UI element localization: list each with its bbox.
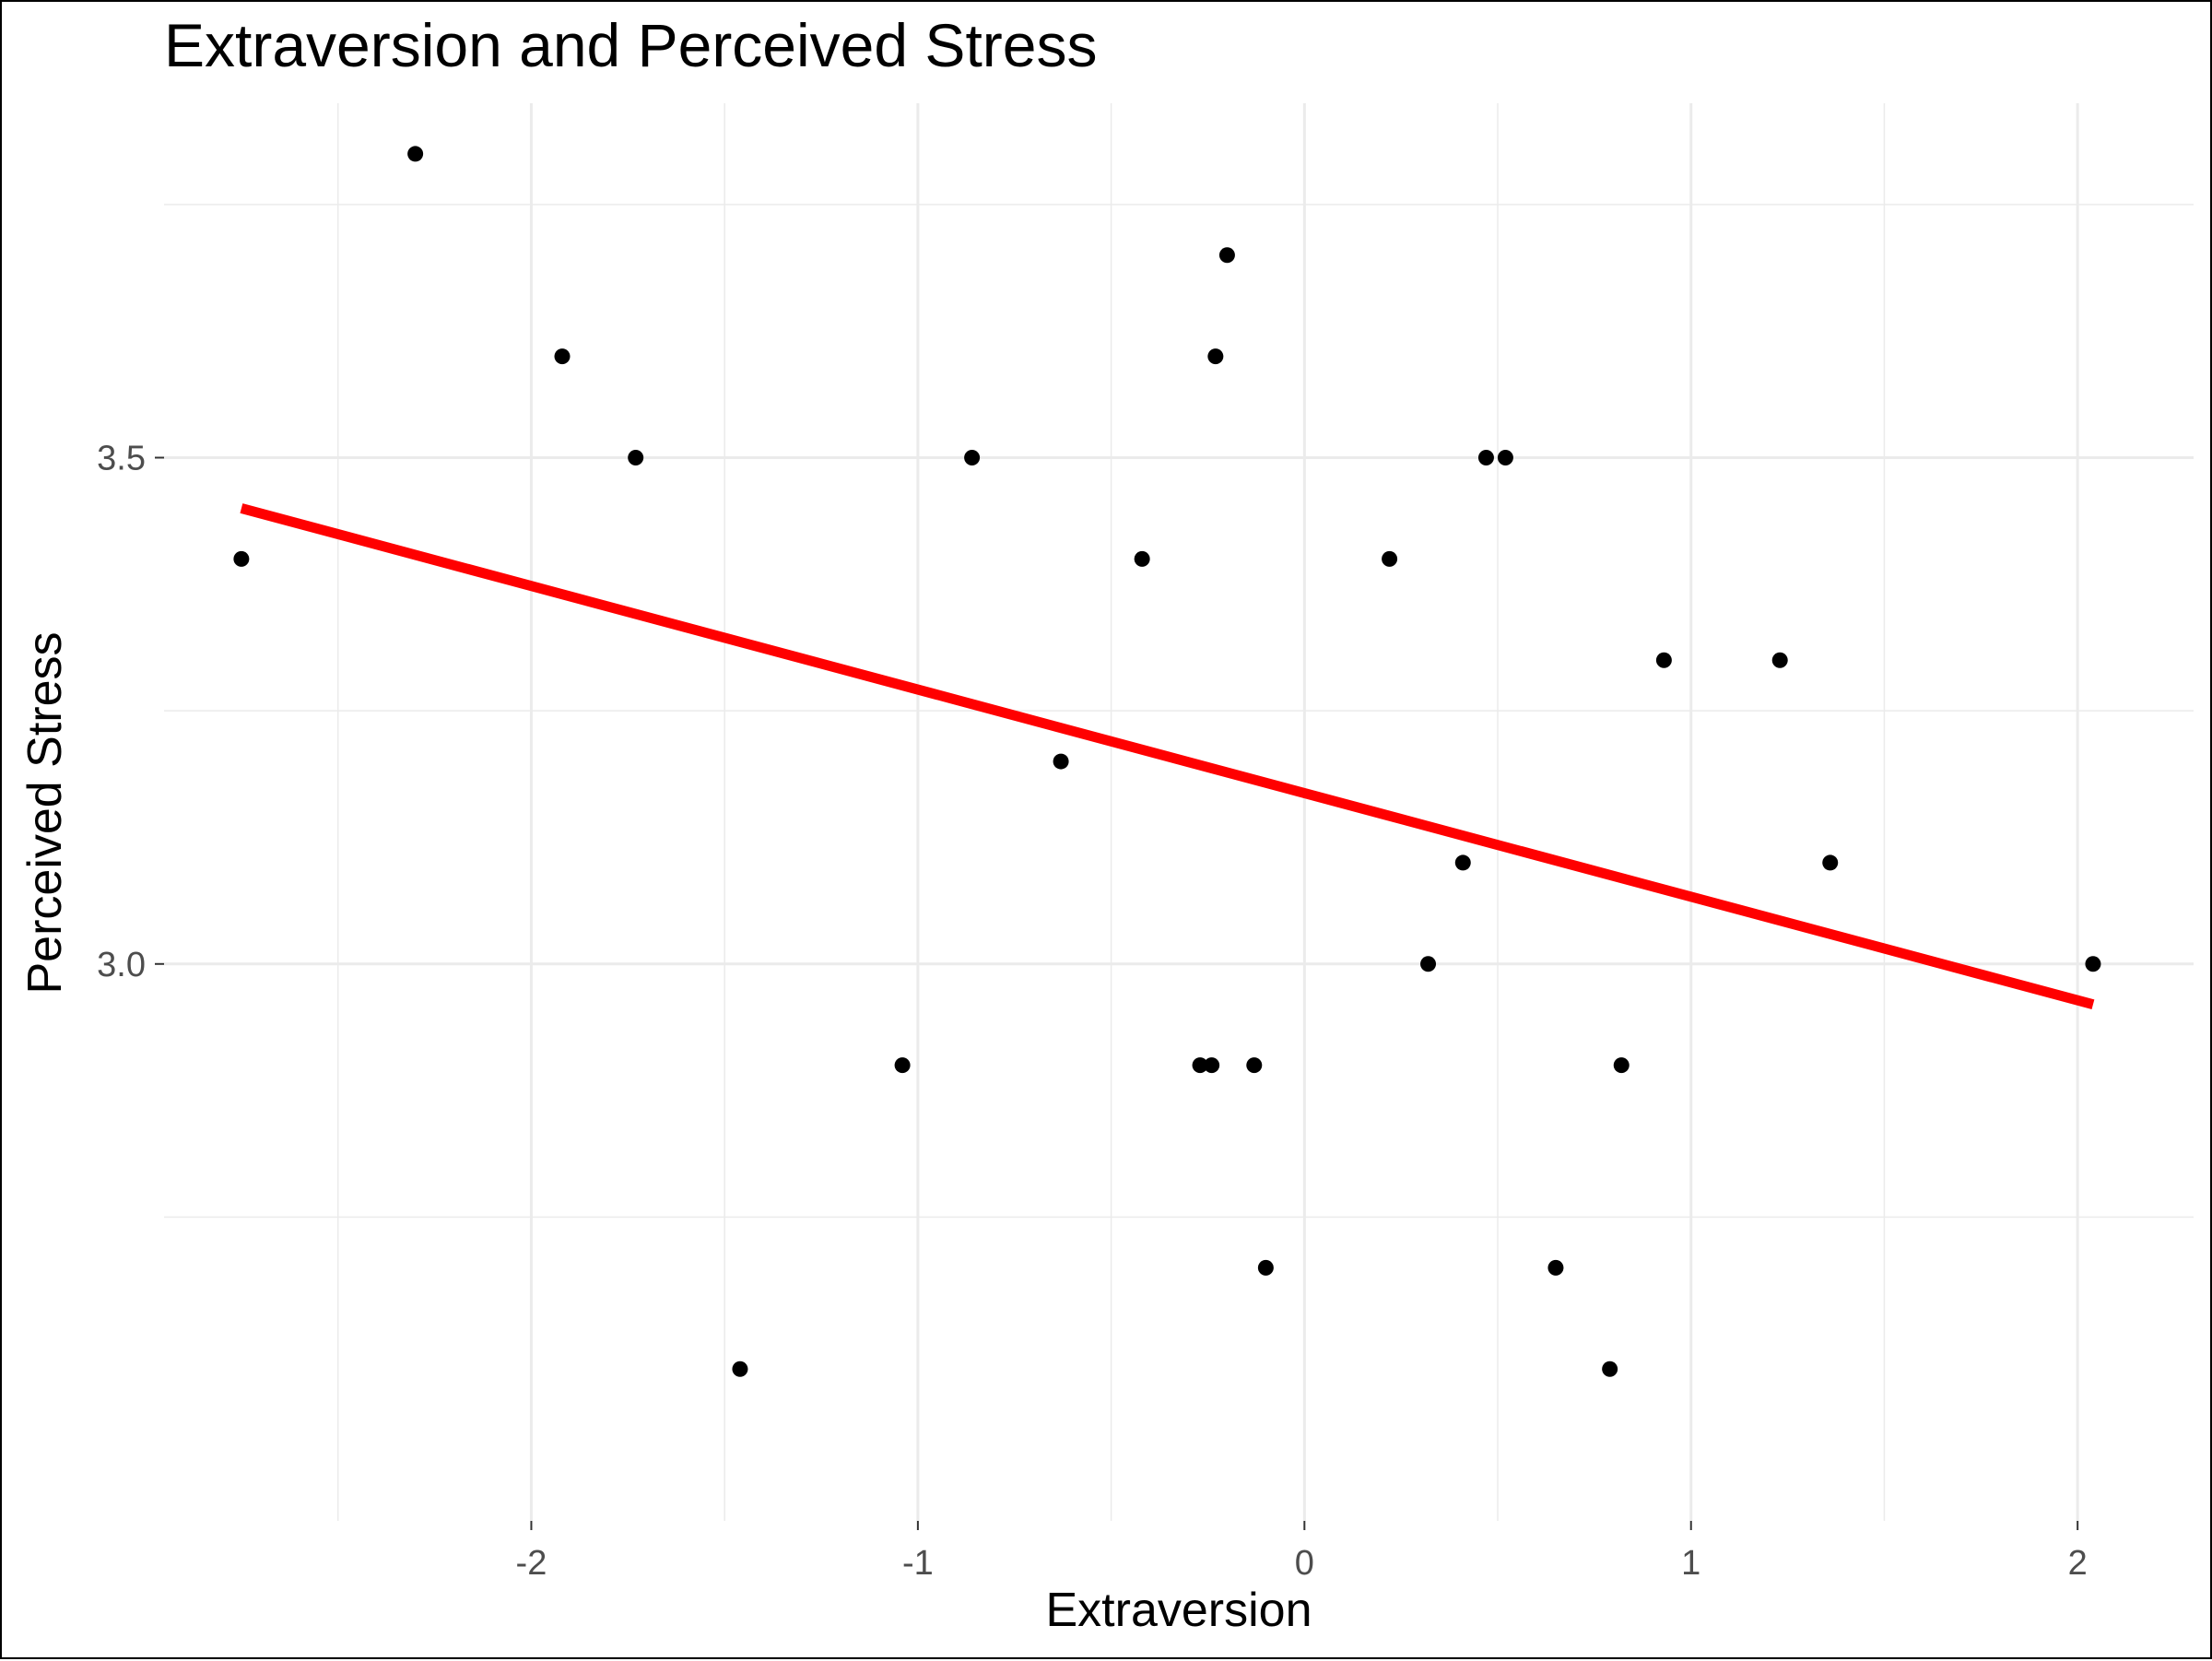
data-point: [732, 1361, 748, 1377]
data-point: [1454, 854, 1471, 871]
axis-ticks: -2 -1 0 1 2 3.0 3.5: [97, 440, 2088, 1584]
data-point: [1420, 956, 1437, 972]
y-axis-title: Perceived Stress: [18, 631, 72, 994]
data-point: [1257, 1259, 1274, 1276]
x-tick-label: 0: [1295, 1544, 1314, 1583]
data-point: [1246, 1057, 1263, 1074]
data-point: [407, 146, 424, 162]
y-tick-label: 3.5: [97, 440, 146, 478]
x-tick-label: -2: [516, 1544, 547, 1583]
data-point: [1477, 450, 1494, 465]
data-point: [1497, 450, 1513, 465]
data-point: [1204, 1057, 1220, 1074]
data-point: [1382, 550, 1398, 567]
y-tick-label: 3.0: [97, 946, 146, 984]
data-point: [2085, 956, 2101, 972]
data-point: [1822, 854, 1839, 871]
data-point: [1218, 247, 1235, 264]
data-point: [964, 450, 981, 465]
regression-line-layer: [240, 503, 2095, 1010]
regression-line: [240, 503, 2095, 1010]
data-point: [1771, 652, 1788, 668]
data-point: [1053, 753, 1069, 770]
data-point: [1134, 550, 1150, 567]
grid: [164, 103, 2194, 1521]
data-points: [233, 146, 2101, 1377]
data-point: [1655, 652, 1672, 668]
x-axis-title: Extraversion: [1046, 1584, 1312, 1637]
data-point: [1602, 1361, 1618, 1377]
data-point: [1547, 1259, 1564, 1276]
data-point: [233, 550, 250, 567]
x-tick-label: -1: [902, 1544, 934, 1583]
data-point: [554, 348, 571, 365]
x-tick-label: 2: [2068, 1544, 2088, 1583]
data-point: [894, 1057, 911, 1074]
data-point: [628, 450, 644, 465]
data-point: [1207, 348, 1224, 365]
data-point: [1192, 1057, 1208, 1074]
chart-title: Extraversion and Perceived Stress: [164, 11, 1097, 79]
data-point: [1613, 1057, 1630, 1074]
x-tick-label: 1: [1681, 1544, 1700, 1583]
